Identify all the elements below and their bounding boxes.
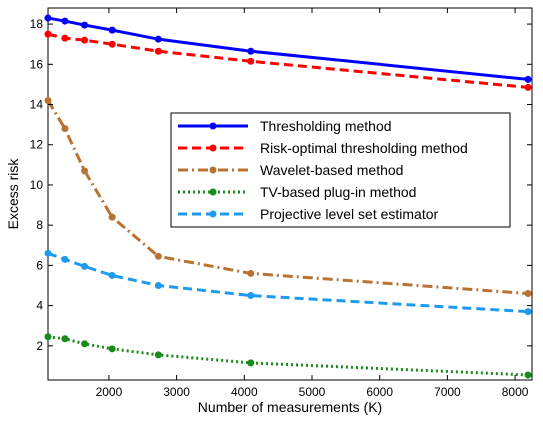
data-point: [247, 269, 255, 277]
data-point: [44, 30, 52, 38]
data-point: [61, 125, 69, 133]
legend-marker: [209, 122, 217, 130]
data-point: [524, 371, 532, 379]
ticks-group: 2000 3000 4000 5000 6000 7000 8000 2 4 6 8 10 12 14 16…: [30, 8, 532, 399]
x-tick-label: 5000: [299, 385, 326, 399]
y-tick-label: 18: [30, 17, 44, 31]
legend-marker: [209, 188, 217, 196]
series-2: [44, 96, 532, 298]
legend-label: Thresholding method: [260, 118, 392, 134]
data-point: [108, 40, 116, 48]
data-point: [44, 249, 52, 257]
data-point: [247, 57, 255, 65]
data-point: [44, 333, 52, 341]
y-tick-label: 16: [30, 57, 44, 71]
series-1: [44, 30, 532, 91]
data-point: [81, 262, 89, 270]
data-point: [247, 292, 255, 300]
y-tick-label: 4: [36, 299, 43, 313]
x-tick-label: 8000: [502, 385, 529, 399]
legend-marker: [209, 210, 217, 218]
data-point: [108, 213, 116, 221]
data-point: [81, 167, 89, 175]
series-group: [44, 14, 532, 379]
legend-label: TV-based plug-in method: [260, 184, 416, 200]
y-tick-label: 6: [36, 258, 43, 272]
legend-label: Projective level set estimator: [260, 206, 439, 222]
y-tick-label: 2: [36, 339, 43, 353]
data-point: [247, 47, 255, 55]
data-point: [61, 17, 69, 25]
legend-label: Wavelet-based method: [260, 162, 403, 178]
x-tick-label: 4000: [231, 385, 258, 399]
data-point: [108, 26, 116, 34]
data-point: [524, 290, 532, 298]
series-3: [44, 333, 532, 379]
legend-marker: [209, 144, 217, 152]
x-tick-label: 3000: [163, 385, 190, 399]
data-point: [44, 14, 52, 22]
data-point: [44, 96, 52, 104]
data-point: [81, 340, 89, 348]
data-point: [524, 75, 532, 83]
y-tick-label: 10: [30, 178, 44, 192]
y-tick-label: 8: [36, 218, 43, 232]
data-point: [61, 335, 69, 343]
x-axis-label: Number of measurements (K): [198, 399, 382, 415]
legend-marker: [209, 166, 217, 174]
x-tick-label: 7000: [434, 385, 461, 399]
data-point: [108, 345, 116, 353]
data-point: [247, 359, 255, 367]
y-tick-label: 14: [30, 98, 44, 112]
data-point: [61, 255, 69, 263]
data-point: [524, 308, 532, 316]
data-point: [108, 271, 116, 279]
data-point: [154, 281, 162, 289]
data-point: [154, 351, 162, 359]
x-tick-label: 2000: [96, 385, 123, 399]
series-0: [44, 14, 532, 83]
legend-label: Risk-optimal thresholding method: [260, 140, 468, 156]
y-axis-label: Excess risk: [5, 158, 21, 230]
series-4: [44, 249, 532, 316]
x-tick-label: 6000: [366, 385, 393, 399]
data-point: [61, 34, 69, 42]
data-point: [81, 21, 89, 29]
data-point: [154, 35, 162, 43]
data-point: [81, 36, 89, 44]
legend: Thresholding method Risk-optimal threshol…: [170, 112, 511, 228]
data-point: [154, 47, 162, 55]
data-point: [524, 83, 532, 91]
data-point: [154, 252, 162, 260]
y-tick-label: 12: [30, 138, 44, 152]
